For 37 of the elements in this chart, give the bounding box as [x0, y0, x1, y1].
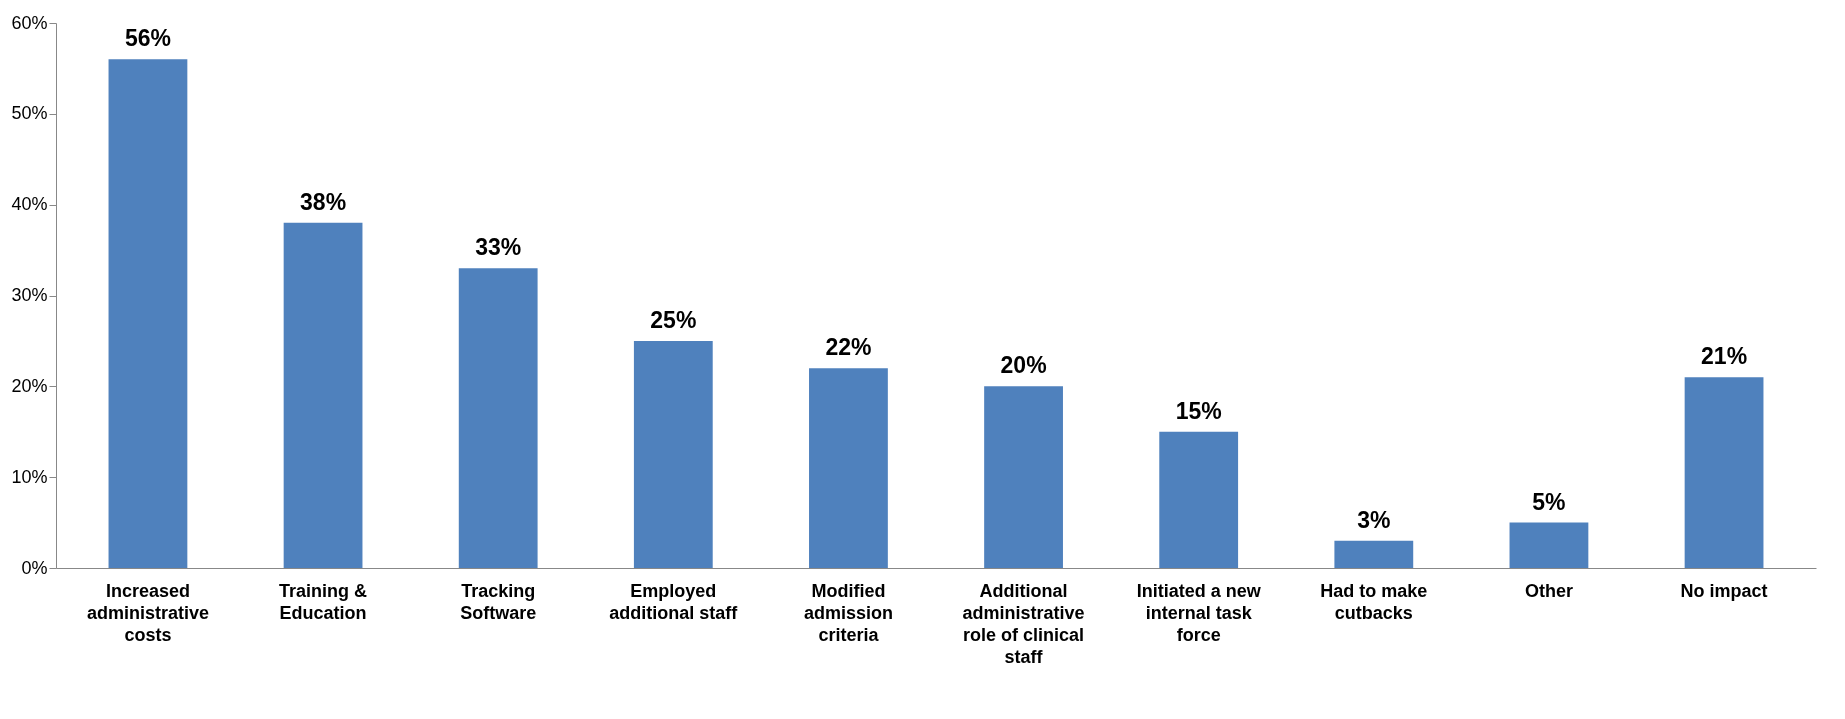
- data-label: 3%: [1357, 506, 1391, 533]
- data-label: 56%: [124, 25, 171, 52]
- data-label: 33%: [475, 234, 522, 261]
- bar: [1509, 522, 1589, 568]
- y-tick-label: 30%: [11, 285, 48, 305]
- x-tick-label: Increased administrative costs: [86, 580, 209, 645]
- y-tick-label: 50%: [11, 103, 48, 124]
- y-tick-label: 20%: [11, 375, 48, 396]
- x-tick-label: Modified admission criteria: [803, 580, 893, 645]
- x-tick-label: Employed additional staff: [609, 580, 739, 623]
- y-tick-label: 10%: [11, 466, 48, 487]
- data-label: 38%: [300, 188, 347, 215]
- bar: [108, 59, 188, 568]
- bar: [984, 386, 1063, 568]
- data-label: 5%: [1532, 488, 1566, 515]
- x-tick-label: Initiated a new internal task force: [1136, 580, 1262, 645]
- x-tick-label: Tracking Software: [460, 580, 537, 623]
- y-tick-label: 40%: [11, 194, 48, 215]
- data-label: 20%: [1000, 352, 1047, 379]
- data-label: 25%: [650, 306, 697, 333]
- bar: [458, 268, 538, 568]
- x-tick-label: Training & Education: [279, 580, 368, 623]
- bar: [633, 340, 713, 568]
- bar: [809, 368, 888, 568]
- x-tick-label: Other: [1524, 580, 1573, 601]
- bar: [1684, 377, 1764, 568]
- y-tick-label: 60%: [11, 12, 48, 33]
- data-label: 21%: [1701, 343, 1748, 370]
- x-tick-label: No impact: [1680, 580, 1768, 601]
- data-label: 22%: [825, 334, 872, 361]
- y-tick-label: 0%: [21, 557, 48, 578]
- bar: [1334, 540, 1414, 568]
- bar: [1159, 431, 1239, 568]
- data-label: 15%: [1175, 397, 1222, 424]
- x-tick-label: Additional administrative role of clinical staff: [962, 580, 1085, 667]
- x-tick-label: Had to make cutbacks: [1320, 580, 1428, 623]
- bar: [283, 222, 363, 568]
